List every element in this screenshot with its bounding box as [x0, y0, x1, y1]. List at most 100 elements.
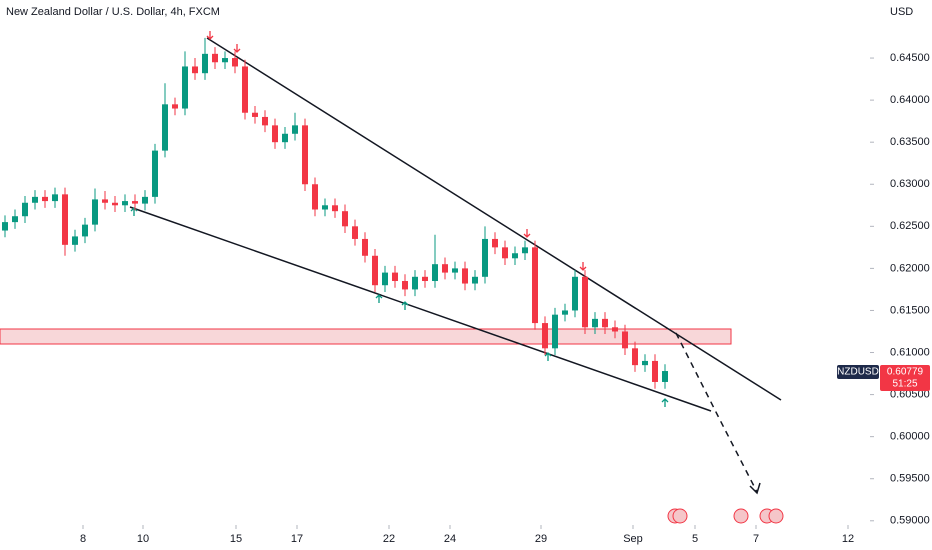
candle-body — [462, 268, 468, 284]
y-tick-label: 0.59000 — [890, 515, 930, 527]
candle-body — [162, 104, 168, 151]
candle-body — [42, 196, 48, 202]
candle-body — [552, 314, 558, 349]
price-badge — [880, 365, 930, 391]
candle-body — [122, 201, 128, 206]
candle-body — [232, 58, 238, 67]
x-tick-label: 12 — [842, 533, 854, 545]
x-tick-label: 17 — [291, 533, 303, 545]
candle-body — [142, 196, 148, 204]
resistance-zone — [0, 328, 732, 345]
upper-trendline — [206, 37, 782, 401]
symbol-badge — [837, 365, 879, 379]
candle-body — [542, 323, 548, 349]
candle-body — [2, 222, 8, 231]
candle-body — [612, 327, 618, 332]
candle-body — [312, 184, 318, 210]
candle-body — [582, 276, 588, 328]
candle-body — [532, 247, 538, 324]
y-tick-label: 0.62000 — [890, 262, 930, 274]
x-tick-label: 10 — [137, 533, 149, 545]
candle-body — [602, 318, 608, 328]
candle-body — [292, 125, 298, 134]
candle-body — [352, 226, 358, 239]
candle-body — [172, 104, 178, 109]
y-tick-label: 0.59500 — [890, 473, 930, 485]
y-tick-label: 0.60500 — [890, 388, 930, 400]
candle-body — [412, 276, 418, 290]
last-price: 0.60779 — [887, 367, 924, 378]
candle-body — [12, 216, 18, 223]
candle-body — [562, 310, 568, 315]
candle-body — [32, 196, 38, 203]
y-tick-label: 0.61000 — [890, 346, 930, 358]
candle-body — [452, 268, 458, 273]
candle-body — [82, 224, 88, 237]
y-tick-label: 0.64500 — [890, 52, 930, 64]
candle-body — [212, 53, 218, 63]
candle-body — [222, 58, 228, 63]
currency-label: USD — [890, 6, 913, 18]
candle-body — [402, 281, 408, 290]
candle-body — [572, 276, 578, 311]
y-tick-label: 0.61500 — [890, 304, 930, 316]
candle-body — [442, 264, 448, 273]
candle-body — [662, 371, 668, 382]
candle-body — [392, 272, 398, 282]
candle-body — [282, 133, 288, 143]
candle-body — [522, 247, 528, 254]
x-tick-label: Sep — [623, 533, 643, 545]
y-tick-label: 0.64000 — [890, 94, 930, 106]
y-tick-label: 0.63500 — [890, 136, 930, 148]
y-tick-label: 0.62500 — [890, 220, 930, 232]
candle-body — [332, 205, 338, 212]
lower-trendline — [129, 206, 712, 412]
x-tick-label: 24 — [444, 533, 456, 545]
candle-body — [252, 112, 258, 117]
candle-body — [272, 125, 278, 143]
candle-body — [492, 238, 498, 248]
x-tick-label: 8 — [80, 533, 86, 545]
candle-body — [482, 238, 488, 277]
candle-body — [302, 125, 308, 185]
countdown: 51:25 — [892, 379, 917, 390]
x-tick-label: 7 — [753, 533, 759, 545]
candle-body — [372, 255, 378, 286]
up-arrows — [130, 207, 669, 407]
x-tick-label: 22 — [383, 533, 395, 545]
candle-body — [202, 53, 208, 74]
candle-body — [152, 150, 158, 197]
candle-body — [182, 66, 188, 109]
candle-body — [342, 211, 348, 227]
candle-body — [652, 360, 658, 382]
candle-body — [92, 199, 98, 225]
projection-arrowhead — [749, 482, 761, 495]
candle-body — [62, 194, 68, 245]
y-tick-label: 0.60000 — [890, 431, 930, 443]
candle-body — [242, 66, 248, 113]
candle-body — [432, 264, 438, 282]
candle-body — [102, 199, 108, 203]
candle-body — [472, 276, 478, 284]
candle-body — [72, 236, 78, 245]
candle-body — [112, 202, 118, 206]
down-arrows — [206, 31, 587, 271]
candle-body — [22, 202, 28, 217]
candle-body — [52, 194, 58, 202]
x-tick-label: 15 — [230, 533, 242, 545]
candle-body — [382, 272, 388, 286]
candle-body — [622, 331, 628, 349]
x-tick-label: 29 — [535, 533, 547, 545]
candle-body — [632, 348, 638, 366]
x-tick-label: 5 — [692, 533, 698, 545]
chart-title: New Zealand Dollar / U.S. Dollar, 4h, FX… — [6, 6, 220, 18]
event-icons — [667, 508, 784, 524]
candle-body — [642, 360, 648, 366]
candle-body — [362, 238, 368, 256]
symbol-label: NZDUSD — [837, 367, 879, 378]
y-tick-label: 0.63000 — [890, 178, 930, 190]
candle-body — [592, 318, 598, 328]
candle-body — [192, 66, 198, 74]
